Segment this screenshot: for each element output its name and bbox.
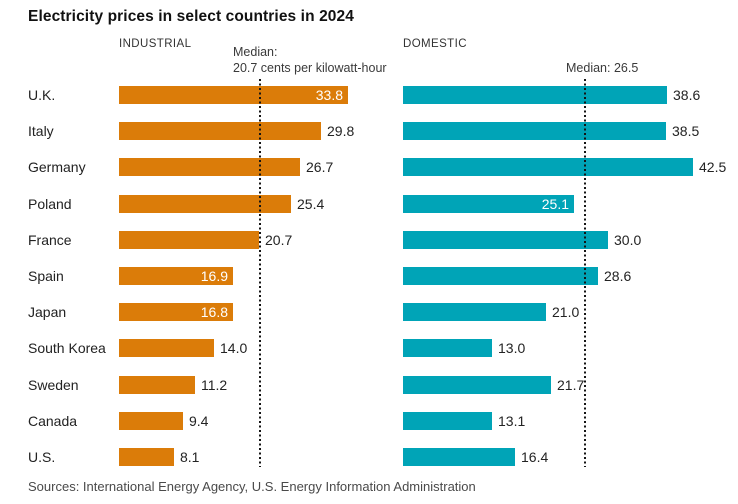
domestic-bar [403,86,667,104]
bar-value-label: 16.4 [521,449,549,465]
country-label: Italy [28,123,54,139]
bar-value-label: 13.1 [498,413,526,429]
industrial-median-line [259,79,261,467]
domestic-median-label-line1: Median: 26.5 [566,61,639,75]
bar-value-label: 28.6 [604,268,632,284]
domestic-header-label: DOMESTIC [403,38,467,50]
bar-value-label: 16.8 [200,304,228,320]
industrial-header-label: INDUSTRIAL [119,38,192,50]
industrial-bar [119,122,321,140]
country-label: Sweden [28,377,79,393]
bar-value-label: 9.4 [189,413,209,429]
industrial-bar [119,376,195,394]
bar-value-label: 14.0 [220,340,248,356]
industrial-bar [119,231,259,249]
bar-value-label: 38.6 [673,87,701,103]
bar-value-label: 21.0 [552,304,580,320]
bar-value-label: 42.5 [699,159,727,175]
domestic-bar [403,339,492,357]
domestic-median-label: Median: 26.5 [566,60,638,76]
bar-value-label: 11.2 [201,377,228,393]
industrial-bar: 16.9 [119,267,233,285]
domestic-bar [403,376,551,394]
industrial-median-label-line2: 20.7 cents per kilowatt-hour [233,61,387,75]
bar-value-label: 29.8 [327,123,355,139]
bar-value-label: 30.0 [614,232,642,248]
country-label: U.K. [28,87,56,103]
bar-value-label: 38.5 [672,123,700,139]
country-label: Japan [28,304,67,320]
industrial-bar [119,195,291,213]
bar-value-label: 8.1 [180,449,200,465]
chart-title: Electricity prices in select countries i… [28,8,354,25]
domestic-bar [403,448,515,466]
bar-value-label: 13.0 [498,340,526,356]
bar-value-label: 20.7 [265,232,293,248]
bar-value-label: 33.8 [315,87,343,103]
domestic-bar [403,122,666,140]
country-label: U.S. [28,449,56,465]
bar-value-label: 26.7 [306,159,334,175]
industrial-bar [119,448,174,466]
bar-value-label: 25.4 [297,196,325,212]
industrial-bar [119,339,214,357]
domestic-bar [403,158,693,176]
country-label: Spain [28,268,64,284]
industrial-bar [119,412,183,430]
bar-value-label: 16.9 [200,268,228,284]
industrial-median-label: Median: 20.7 cents per kilowatt-hour [233,44,387,76]
domestic-bar [403,267,598,285]
country-label: Poland [28,196,72,212]
bar-value-label: 25.1 [541,196,569,212]
industrial-bar: 16.8 [119,303,233,321]
domestic-median-line [584,79,586,467]
domestic-bar [403,231,608,249]
country-label: Canada [28,413,78,429]
country-label: France [28,232,72,248]
bar-value-label: 21.7 [557,377,585,393]
industrial-bar: 33.8 [119,86,348,104]
domestic-bar [403,303,546,321]
country-label: South Korea [28,340,106,356]
source-note: Sources: International Energy Agency, U.… [28,479,476,494]
industrial-bar [119,158,300,176]
domestic-bar: 25.1 [403,195,574,213]
industrial-median-label-line1: Median: [233,45,278,59]
country-label: Germany [28,159,86,175]
domestic-bar [403,412,492,430]
